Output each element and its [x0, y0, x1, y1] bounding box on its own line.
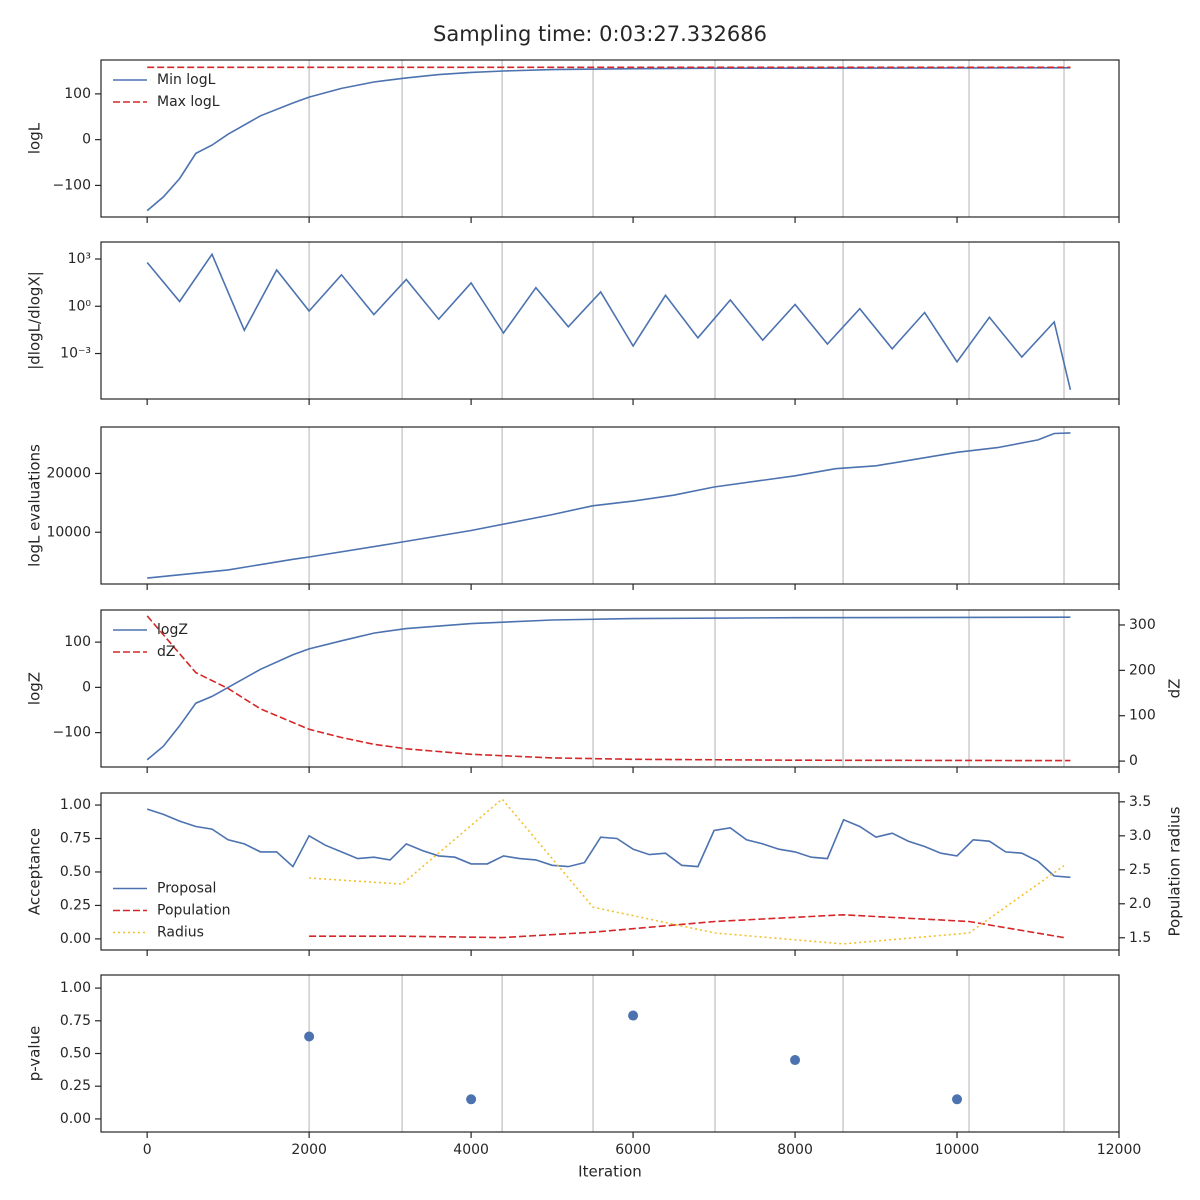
axes-frame — [100, 609, 1120, 768]
y-tick-label: 10000 — [46, 524, 91, 540]
y-axis-label: logL — [26, 122, 44, 154]
y-axis-label: |dlogL/dlogX| — [26, 271, 44, 370]
series-line — [309, 797, 1065, 945]
plot-area — [304, 975, 1065, 1132]
legend-label: Max logL — [157, 94, 220, 110]
y2-tick-label: 1.5 — [1129, 930, 1151, 946]
axes-frame — [100, 241, 1120, 400]
series-line — [146, 67, 1071, 212]
point — [466, 1094, 477, 1105]
point — [628, 1010, 639, 1021]
y2-tick-label: 3.0 — [1129, 828, 1151, 844]
y2-tick-label: 2.5 — [1129, 862, 1151, 878]
y-tick-label: 1.00 — [60, 797, 91, 813]
y-tick-label: 0.25 — [60, 897, 91, 913]
series-line — [146, 252, 1072, 390]
y-tick-label: 10⁰ — [68, 298, 92, 314]
y-tick-label: 0.00 — [60, 1111, 91, 1127]
point — [790, 1055, 801, 1066]
y-tick-label: 0 — [82, 679, 91, 695]
series-line — [146, 808, 1071, 879]
plot-area — [146, 60, 1071, 217]
y-tick-label: 0.75 — [60, 1013, 91, 1029]
series-line — [309, 913, 1065, 939]
y-tick-label: 0.25 — [60, 1078, 91, 1094]
y2-tick-label: 200 — [1129, 662, 1156, 678]
y-tick-label: 100 — [64, 634, 91, 650]
y-tick-label: −100 — [53, 725, 91, 741]
legend-label: Population — [157, 903, 231, 919]
legend-label: Proposal — [157, 881, 216, 897]
legend-label: Min logL — [157, 72, 216, 88]
legend-label: Radius — [157, 925, 204, 941]
y2-axis-label: Population radius — [1166, 806, 1184, 936]
point — [952, 1094, 963, 1105]
y-tick-label: 10⁻³ — [60, 346, 91, 362]
y-tick-label: 0.50 — [60, 1046, 91, 1062]
y-axis-label: logL evaluations — [26, 444, 44, 567]
y-tick-label: 0 — [82, 132, 91, 148]
plot-area — [146, 797, 1071, 945]
y-tick-label: 0.75 — [60, 831, 91, 847]
y-axis-label: Acceptance — [26, 828, 44, 915]
plot-area — [146, 242, 1072, 399]
legend-label: logZ — [157, 622, 188, 638]
y2-axis-label: dZ — [1166, 679, 1184, 699]
y-tick-label: 100 — [64, 86, 91, 102]
point — [304, 1031, 315, 1042]
axes-frame — [100, 59, 1120, 218]
x-tick-label: 12000 — [1097, 1142, 1142, 1158]
series-line — [147, 432, 1071, 579]
y2-tick-label: 2.0 — [1129, 896, 1151, 912]
y-tick-label: −100 — [53, 177, 91, 193]
x-tick-label: 8000 — [777, 1142, 813, 1158]
plot-area — [146, 610, 1071, 767]
y2-tick-label: 300 — [1129, 617, 1156, 633]
plot-area — [147, 427, 1071, 584]
y-tick-label: 10³ — [68, 251, 91, 267]
axes-frame — [100, 426, 1120, 585]
x-tick-label: 6000 — [615, 1142, 651, 1158]
series-line — [146, 615, 1071, 762]
x-tick-label: 2000 — [291, 1142, 327, 1158]
series-line — [146, 616, 1071, 761]
x-tick-label: 4000 — [453, 1142, 489, 1158]
y-tick-label: 1.00 — [60, 980, 91, 996]
y-tick-label: 20000 — [46, 465, 91, 481]
y-axis-label: p-value — [26, 1026, 44, 1082]
y2-tick-label: 0 — [1129, 753, 1138, 769]
y2-tick-label: 100 — [1129, 708, 1156, 724]
figure-title: Sampling time: 0:03:27.332686 — [433, 22, 767, 46]
x-axis-label: Iteration — [578, 1163, 642, 1181]
x-tick-label: 10000 — [935, 1142, 980, 1158]
legend-label: dZ — [157, 644, 175, 660]
y-tick-label: 0.00 — [60, 931, 91, 947]
x-tick-label: 0 — [143, 1142, 152, 1158]
y-axis-label: logZ — [26, 672, 44, 705]
y-tick-label: 0.50 — [60, 864, 91, 880]
y2-tick-label: 3.5 — [1129, 794, 1151, 810]
